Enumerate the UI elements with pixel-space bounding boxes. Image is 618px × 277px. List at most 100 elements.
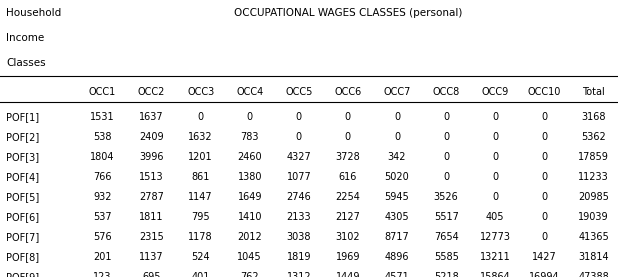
Text: 0: 0: [492, 132, 498, 142]
Text: 8717: 8717: [384, 232, 409, 242]
Text: 0: 0: [443, 152, 449, 162]
Text: 2254: 2254: [336, 192, 360, 202]
Text: 5585: 5585: [434, 252, 459, 262]
Text: 0: 0: [394, 132, 400, 142]
Text: Classes: Classes: [6, 58, 46, 68]
Text: 4571: 4571: [384, 272, 409, 277]
Text: OCC1: OCC1: [89, 87, 116, 97]
Text: 0: 0: [541, 112, 548, 122]
Text: 2787: 2787: [139, 192, 164, 202]
Text: OCC10: OCC10: [528, 87, 561, 97]
Text: 11233: 11233: [578, 172, 609, 182]
Text: 12773: 12773: [480, 232, 510, 242]
Text: 7654: 7654: [434, 232, 459, 242]
Text: POF[1]: POF[1]: [6, 112, 40, 122]
Text: 19039: 19039: [578, 212, 609, 222]
Text: 3526: 3526: [434, 192, 459, 202]
Text: 1804: 1804: [90, 152, 115, 162]
Text: 0: 0: [247, 112, 253, 122]
Text: 3038: 3038: [287, 232, 311, 242]
Text: 0: 0: [541, 132, 548, 142]
Text: 0: 0: [296, 132, 302, 142]
Text: 2746: 2746: [287, 192, 311, 202]
Text: 1969: 1969: [336, 252, 360, 262]
Text: 0: 0: [443, 112, 449, 122]
Text: POF[3]: POF[3]: [6, 152, 40, 162]
Text: 1312: 1312: [287, 272, 311, 277]
Text: 1201: 1201: [188, 152, 213, 162]
Text: 1380: 1380: [237, 172, 262, 182]
Text: 1427: 1427: [532, 252, 557, 262]
Text: POF[7]: POF[7]: [6, 232, 40, 242]
Text: POF[9]: POF[9]: [6, 272, 40, 277]
Text: 538: 538: [93, 132, 112, 142]
Text: 0: 0: [443, 132, 449, 142]
Text: OCC3: OCC3: [187, 87, 214, 97]
Text: OCC2: OCC2: [138, 87, 165, 97]
Text: 5362: 5362: [581, 132, 606, 142]
Text: 16994: 16994: [529, 272, 560, 277]
Text: 0: 0: [541, 232, 548, 242]
Text: 2460: 2460: [237, 152, 262, 162]
Text: 0: 0: [345, 132, 351, 142]
Text: OCC9: OCC9: [481, 87, 509, 97]
Text: 0: 0: [492, 152, 498, 162]
Text: OCC6: OCC6: [334, 87, 362, 97]
Text: 0: 0: [492, 172, 498, 182]
Text: 1077: 1077: [287, 172, 311, 182]
Text: 695: 695: [142, 272, 161, 277]
Text: 0: 0: [541, 152, 548, 162]
Text: 17859: 17859: [578, 152, 609, 162]
Text: 0: 0: [541, 172, 548, 182]
Text: POF[4]: POF[4]: [6, 172, 40, 182]
Text: 401: 401: [192, 272, 210, 277]
Text: 1513: 1513: [139, 172, 164, 182]
Text: 1137: 1137: [139, 252, 164, 262]
Text: 5517: 5517: [434, 212, 459, 222]
Text: 0: 0: [443, 172, 449, 182]
Text: 4305: 4305: [385, 212, 409, 222]
Text: 0: 0: [492, 112, 498, 122]
Text: 0: 0: [394, 112, 400, 122]
Text: OCC7: OCC7: [383, 87, 411, 97]
Text: 766: 766: [93, 172, 112, 182]
Text: OCC4: OCC4: [236, 87, 263, 97]
Text: 2127: 2127: [336, 212, 360, 222]
Text: Income: Income: [6, 33, 44, 43]
Text: 1649: 1649: [237, 192, 262, 202]
Text: 3102: 3102: [336, 232, 360, 242]
Text: 123: 123: [93, 272, 112, 277]
Text: OCC5: OCC5: [285, 87, 313, 97]
Text: 3168: 3168: [581, 112, 606, 122]
Text: 1819: 1819: [287, 252, 311, 262]
Text: 1178: 1178: [188, 232, 213, 242]
Text: 795: 795: [192, 212, 210, 222]
Text: 13211: 13211: [480, 252, 510, 262]
Text: 1449: 1449: [336, 272, 360, 277]
Text: 762: 762: [240, 272, 259, 277]
Text: 5218: 5218: [434, 272, 459, 277]
Text: 4327: 4327: [287, 152, 311, 162]
Text: 537: 537: [93, 212, 112, 222]
Text: 0: 0: [541, 192, 548, 202]
Text: 0: 0: [345, 112, 351, 122]
Text: 1045: 1045: [237, 252, 262, 262]
Text: 2409: 2409: [139, 132, 164, 142]
Text: 1410: 1410: [237, 212, 262, 222]
Text: POF[6]: POF[6]: [6, 212, 40, 222]
Text: 0: 0: [492, 192, 498, 202]
Text: 1637: 1637: [139, 112, 164, 122]
Text: 0: 0: [296, 112, 302, 122]
Text: 47388: 47388: [578, 272, 609, 277]
Text: 1632: 1632: [188, 132, 213, 142]
Text: 31814: 31814: [578, 252, 609, 262]
Text: OCC8: OCC8: [433, 87, 460, 97]
Text: 2133: 2133: [287, 212, 311, 222]
Text: 524: 524: [192, 252, 210, 262]
Text: 1531: 1531: [90, 112, 115, 122]
Text: 0: 0: [198, 112, 204, 122]
Text: POF[5]: POF[5]: [6, 192, 40, 202]
Text: 15864: 15864: [480, 272, 510, 277]
Text: 20985: 20985: [578, 192, 609, 202]
Text: Total: Total: [582, 87, 605, 97]
